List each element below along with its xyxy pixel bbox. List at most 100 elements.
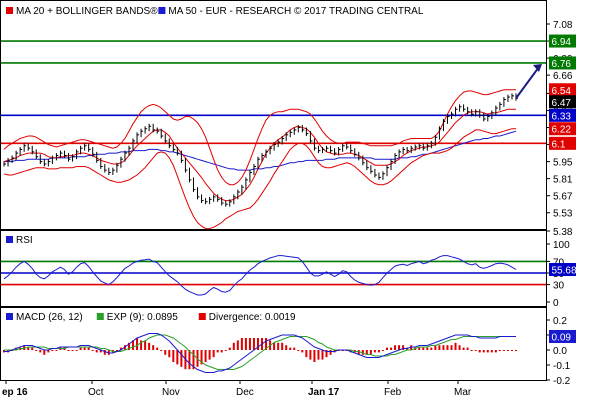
divergence-bar <box>51 350 54 351</box>
legend-label: Divergence: 0.0019 <box>209 312 296 323</box>
divergence-bar <box>160 350 163 351</box>
divergence-bar <box>281 342 284 350</box>
divergence-bar <box>462 347 465 350</box>
legend-label: EXP (9): 0.0895 <box>107 312 178 323</box>
divergence-bar <box>220 350 223 353</box>
divergence-bar <box>329 350 332 355</box>
rsi-levels <box>1 260 546 286</box>
series-ma20 <box>3 108 516 202</box>
price-tags: 6.94 6.76 6.33 6.1 6.546.47 6.22 <box>549 34 576 150</box>
divergence-bar <box>136 338 139 350</box>
divergence-bar <box>232 342 235 350</box>
rsi-panel: RSI 1007050300 55.68 <box>0 230 577 309</box>
divergence-bar <box>47 350 50 353</box>
divergence-bar <box>474 350 477 351</box>
legend-swatch <box>96 313 104 320</box>
divergence-bar <box>502 350 505 351</box>
divergence-bar <box>442 345 445 350</box>
macd-current-box <box>549 330 576 343</box>
legend-label: MA 50 - EUR - RESEARCH © 2017 TRADING CE… <box>168 6 423 17</box>
divergence-bar <box>494 350 497 353</box>
divergence-bar <box>398 345 401 350</box>
y-tick-label: 100 <box>553 240 570 251</box>
legend-swatch <box>198 313 206 320</box>
price-tag-box <box>549 95 576 109</box>
signal-line <box>4 334 516 370</box>
divergence-bar <box>402 345 405 350</box>
divergence-bar <box>422 347 425 350</box>
divergence-bar <box>373 350 376 353</box>
divergence-bar <box>208 350 211 360</box>
divergence-bar <box>103 350 106 355</box>
legend-swatch <box>158 7 166 14</box>
divergence-bar <box>325 350 328 358</box>
price-tag-label: 6.47 <box>552 98 572 109</box>
divergence-bar <box>454 342 457 350</box>
divergence-bar <box>289 347 292 350</box>
divergence-bar <box>123 345 126 350</box>
divergence-bar <box>140 340 143 350</box>
divergence-bar <box>244 338 247 350</box>
macd-panel: MACD (26, 12) EXP (9): 0.0895 Divergence: … <box>0 307 576 387</box>
y-tick-label: -0.1 <box>553 361 571 372</box>
divergence-bar <box>515 350 517 351</box>
x-tick-label: Feb <box>384 387 402 398</box>
legend-label: MA 20 + BOLLINGER BANDS® <box>16 6 158 17</box>
y-tick-label: 5.95 <box>553 158 573 169</box>
divergence-bar <box>252 338 255 350</box>
divergence-bar <box>164 350 167 355</box>
macd-lines <box>4 333 516 373</box>
divergence-bar <box>430 347 433 350</box>
divergence-bar <box>192 350 195 370</box>
macd-current-label: 0.09 <box>552 333 572 344</box>
y-tick-label: 0.2 <box>553 316 567 327</box>
divergence-bar <box>377 350 380 353</box>
divergence-bar <box>35 350 38 351</box>
x-tick-label: Nov <box>162 387 180 398</box>
divergence-bar <box>482 350 485 353</box>
divergence-bar <box>79 347 82 350</box>
level-tag-label: 6.1 <box>552 139 566 150</box>
divergence-bar <box>107 350 110 355</box>
legend-swatch <box>6 313 13 320</box>
divergence-bar <box>188 350 191 370</box>
divergence-bar <box>426 347 429 350</box>
rsi-tag: 55.68 <box>549 263 577 277</box>
price-tag-label: 6.54 <box>552 86 572 97</box>
x-tick-label: ep 16 <box>2 387 28 398</box>
x-axis: ep 16 Oct Nov Dec Jan 17 Feb Mar <box>2 380 472 398</box>
y-tick-label: -0.2 <box>553 376 571 387</box>
divergence-bar <box>148 342 151 350</box>
divergence-bar <box>75 350 78 351</box>
arrow-shaft <box>515 66 540 99</box>
divergence-bar <box>127 342 130 350</box>
divergence-bar <box>176 350 179 365</box>
y-tick-label: 70 <box>553 257 565 268</box>
level-tag-label: 6.94 <box>552 37 572 48</box>
divergence-bar <box>410 345 413 350</box>
price-tag-box <box>549 122 576 136</box>
divergence-bar <box>156 347 159 350</box>
level-tag-box <box>549 108 576 122</box>
divergence-bar <box>39 350 42 353</box>
divergence-bar <box>385 347 388 350</box>
y-tick-label: 0 <box>553 298 559 309</box>
divergence-bar <box>506 350 509 351</box>
divergence-bar <box>365 350 368 355</box>
divergence-bar <box>438 345 441 350</box>
divergence-bar <box>27 347 30 350</box>
macd-line <box>4 333 516 373</box>
divergence-bar <box>256 338 259 350</box>
divergence-bar <box>248 338 251 350</box>
divergence-bar <box>200 350 203 365</box>
divergence-bar <box>285 345 288 350</box>
legend-swatch <box>6 236 13 243</box>
divergence-bar <box>236 340 239 350</box>
divergence-bar <box>265 338 268 350</box>
divergence-bar <box>23 345 26 350</box>
macd-legend: MACD (26, 12) EXP (9): 0.0895 Divergence: … <box>6 312 296 323</box>
divergence-bar <box>313 350 316 362</box>
y-tick-label: 5.67 <box>553 192 573 203</box>
divergence-bar <box>470 350 473 351</box>
